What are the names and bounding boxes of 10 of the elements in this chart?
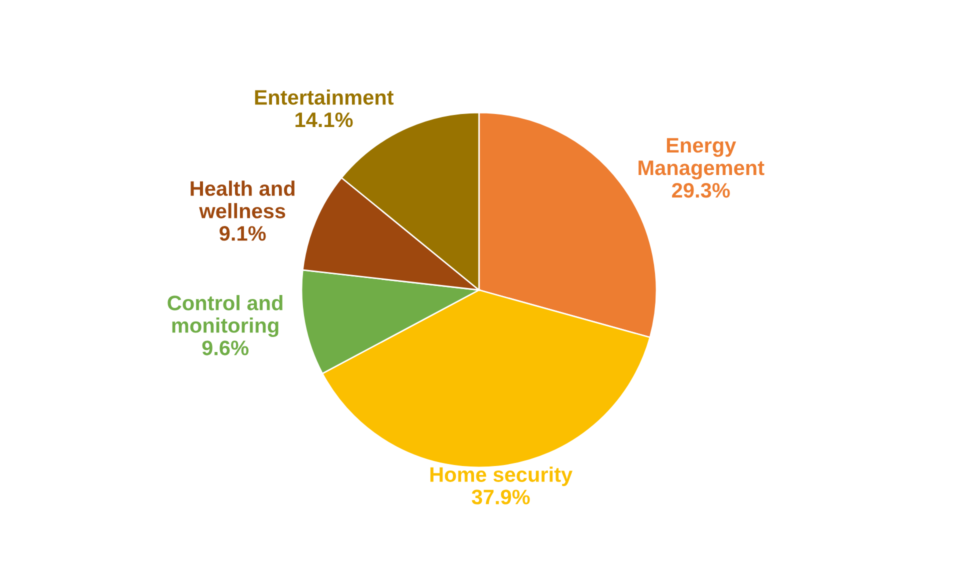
slice-label: Home security bbox=[430, 466, 572, 486]
slice-label: Entertainment bbox=[255, 89, 394, 105]
data-label: 9.6% bbox=[202, 340, 248, 356]
data-label: 9.1% bbox=[220, 226, 266, 241]
data-label: 14.1% bbox=[296, 112, 353, 128]
data-label: 37.9% bbox=[472, 490, 530, 504]
slice-label: Energy Management bbox=[638, 138, 764, 180]
data-label: 29.3% bbox=[672, 182, 730, 198]
slice-label: Control and monitoring bbox=[168, 295, 282, 338]
slice-label: Health and wellness bbox=[190, 180, 294, 218]
